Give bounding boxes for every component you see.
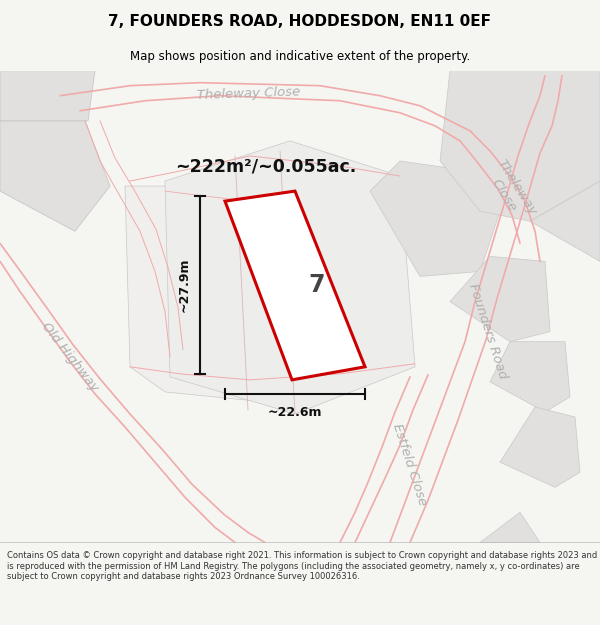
Text: Contains OS data © Crown copyright and database right 2021. This information is : Contains OS data © Crown copyright and d… [7, 551, 598, 581]
Text: 7, FOUNDERS ROAD, HODDESDON, EN11 0EF: 7, FOUNDERS ROAD, HODDESDON, EN11 0EF [109, 14, 491, 29]
Polygon shape [125, 151, 355, 402]
Polygon shape [530, 181, 600, 261]
Text: Map shows position and indicative extent of the property.: Map shows position and indicative extent… [130, 49, 470, 62]
Text: ~222m²/~0.055ac.: ~222m²/~0.055ac. [175, 157, 356, 175]
Polygon shape [0, 71, 95, 121]
Polygon shape [490, 342, 570, 412]
Text: Theleway Close: Theleway Close [196, 86, 300, 102]
Text: Estfeld Close: Estfeld Close [391, 421, 430, 507]
Text: Theleway
Close: Theleway Close [481, 157, 539, 226]
Polygon shape [450, 256, 550, 342]
Text: 7: 7 [308, 272, 325, 297]
Polygon shape [500, 407, 580, 488]
Polygon shape [240, 201, 330, 312]
Polygon shape [0, 121, 110, 231]
Polygon shape [480, 512, 540, 542]
Polygon shape [370, 161, 500, 276]
Text: Founders Road: Founders Road [466, 282, 509, 381]
Polygon shape [440, 71, 600, 221]
Text: ~22.6m: ~22.6m [268, 406, 322, 419]
Text: Old Highway: Old Highway [39, 320, 101, 394]
Text: ~27.9m: ~27.9m [178, 258, 191, 312]
Polygon shape [165, 141, 415, 414]
Polygon shape [225, 191, 365, 380]
